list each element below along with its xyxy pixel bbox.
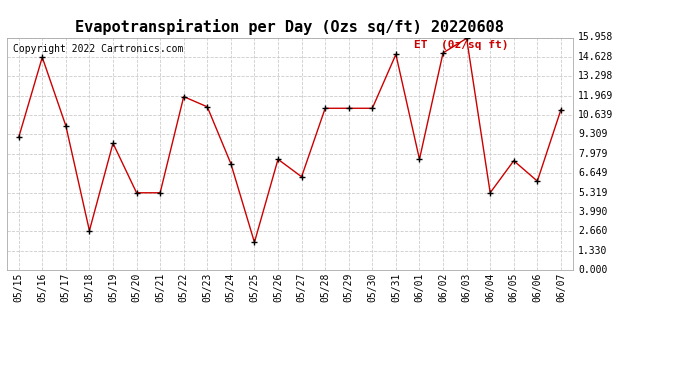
Text: Copyright 2022 Cartronics.com: Copyright 2022 Cartronics.com [12,45,183,54]
Text: 7.979: 7.979 [578,149,608,159]
Text: ET  (0z/sq ft): ET (0z/sq ft) [414,40,509,50]
Text: 6.649: 6.649 [578,168,608,178]
Text: 3.990: 3.990 [578,207,608,217]
Text: 2.660: 2.660 [578,226,608,236]
Text: 9.309: 9.309 [578,129,608,140]
Text: 14.628: 14.628 [578,52,613,62]
Text: 13.298: 13.298 [578,71,613,81]
Text: 5.319: 5.319 [578,188,608,198]
Text: Evapotranspiration per Day (Ozs sq/ft) 20220608: Evapotranspiration per Day (Ozs sq/ft) 2… [75,19,504,35]
Text: 0.000: 0.000 [578,265,608,275]
Text: 10.639: 10.639 [578,110,613,120]
Text: 11.969: 11.969 [578,91,613,101]
Text: 15.958: 15.958 [578,33,613,42]
Text: 1.330: 1.330 [578,246,608,256]
